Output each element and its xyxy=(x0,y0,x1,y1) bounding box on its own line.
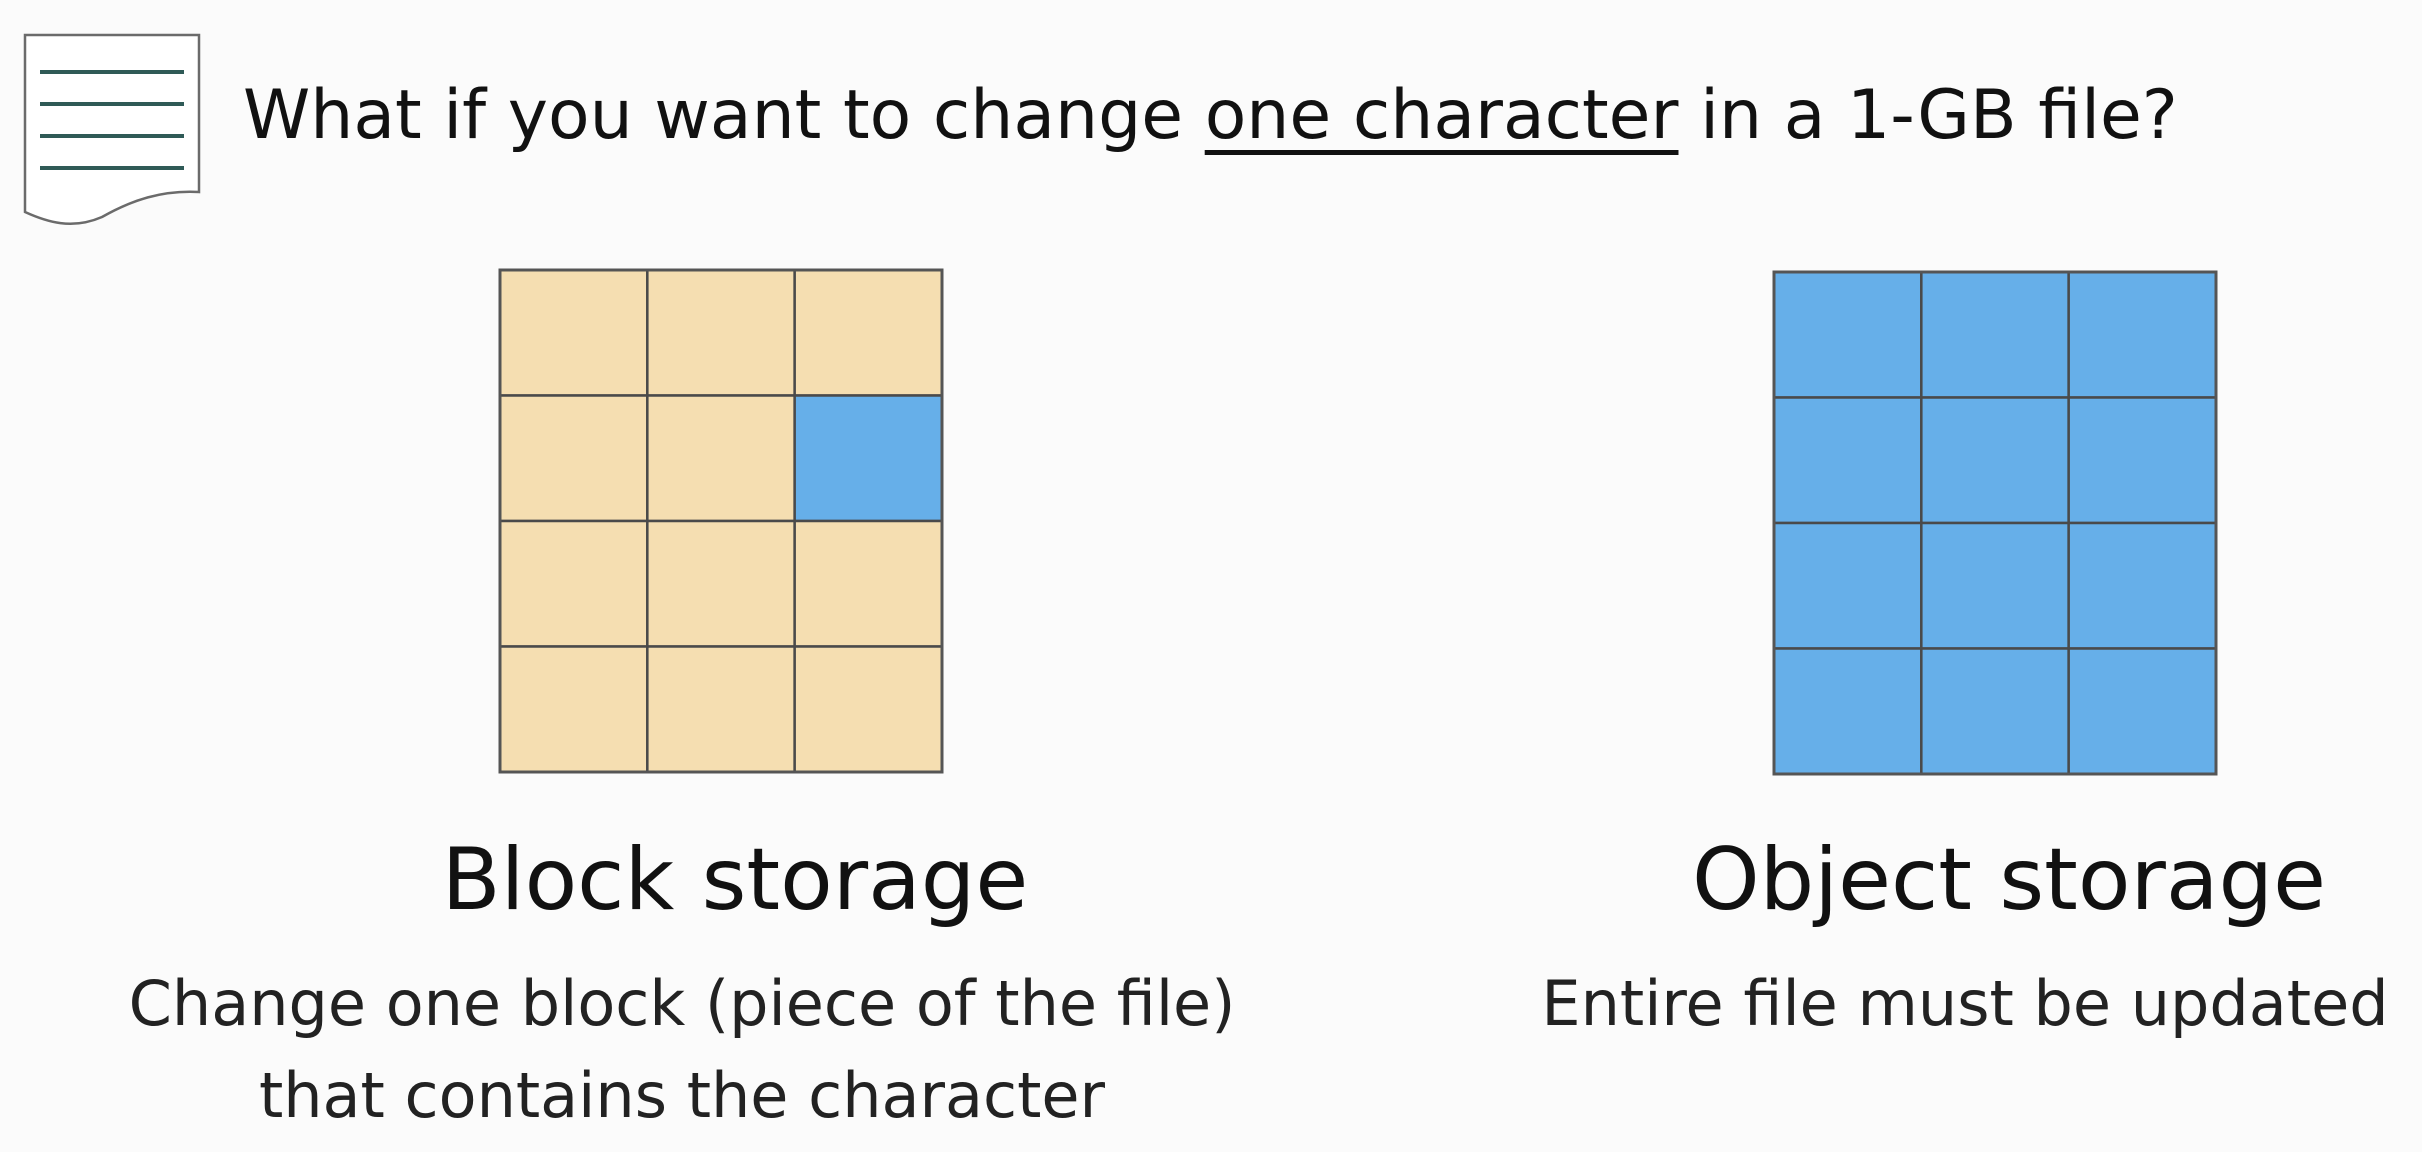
block-cell xyxy=(498,394,649,523)
block-cell xyxy=(498,519,649,648)
question-text-before: What if you want to change xyxy=(243,76,1205,155)
object-cell-changed xyxy=(1920,647,2070,776)
object-grid-frame xyxy=(1772,270,2218,776)
object-cell-changed xyxy=(2067,647,2218,776)
block-cell-changed xyxy=(793,394,944,523)
block-cell xyxy=(793,645,944,774)
object-storage-grid xyxy=(1772,270,2218,776)
object-cell-changed xyxy=(2067,521,2218,650)
block-cell xyxy=(793,519,944,648)
object-cell-changed xyxy=(1772,521,1923,650)
block-cell xyxy=(646,519,796,648)
object-storage-title: Object storage xyxy=(1691,830,2327,930)
block-storage-title: Block storage xyxy=(441,830,1029,930)
block-cell xyxy=(793,268,944,397)
object-cell-changed xyxy=(1920,521,2070,650)
block-storage-description-line2: that contains the character xyxy=(258,1059,1106,1132)
question-text-after: in a 1-GB file? xyxy=(1678,76,2178,155)
object-cell-changed xyxy=(1772,396,1923,525)
block-cell xyxy=(498,645,649,774)
object-cell-changed xyxy=(2067,270,2218,399)
object-cell-changed xyxy=(1772,647,1923,776)
block-cell xyxy=(646,645,796,774)
document-icon xyxy=(23,33,201,225)
object-cell-changed xyxy=(2067,396,2218,525)
question-highlight: one character xyxy=(1204,76,1679,155)
object-cell-changed xyxy=(1920,270,2070,399)
object-cell-changed xyxy=(1772,270,1923,399)
block-cell xyxy=(646,394,796,523)
block-cell xyxy=(646,268,796,397)
question-heading: What if you want to change one character… xyxy=(243,66,2178,166)
block-cell xyxy=(498,268,649,397)
object-cell-changed xyxy=(1920,396,2070,525)
block-storage-grid xyxy=(498,268,944,774)
object-storage-description: Entire file must be updated xyxy=(1541,967,2389,1040)
block-grid-frame xyxy=(498,268,944,774)
block-storage-description-line1: Change one block (piece of the file) xyxy=(128,967,1236,1040)
